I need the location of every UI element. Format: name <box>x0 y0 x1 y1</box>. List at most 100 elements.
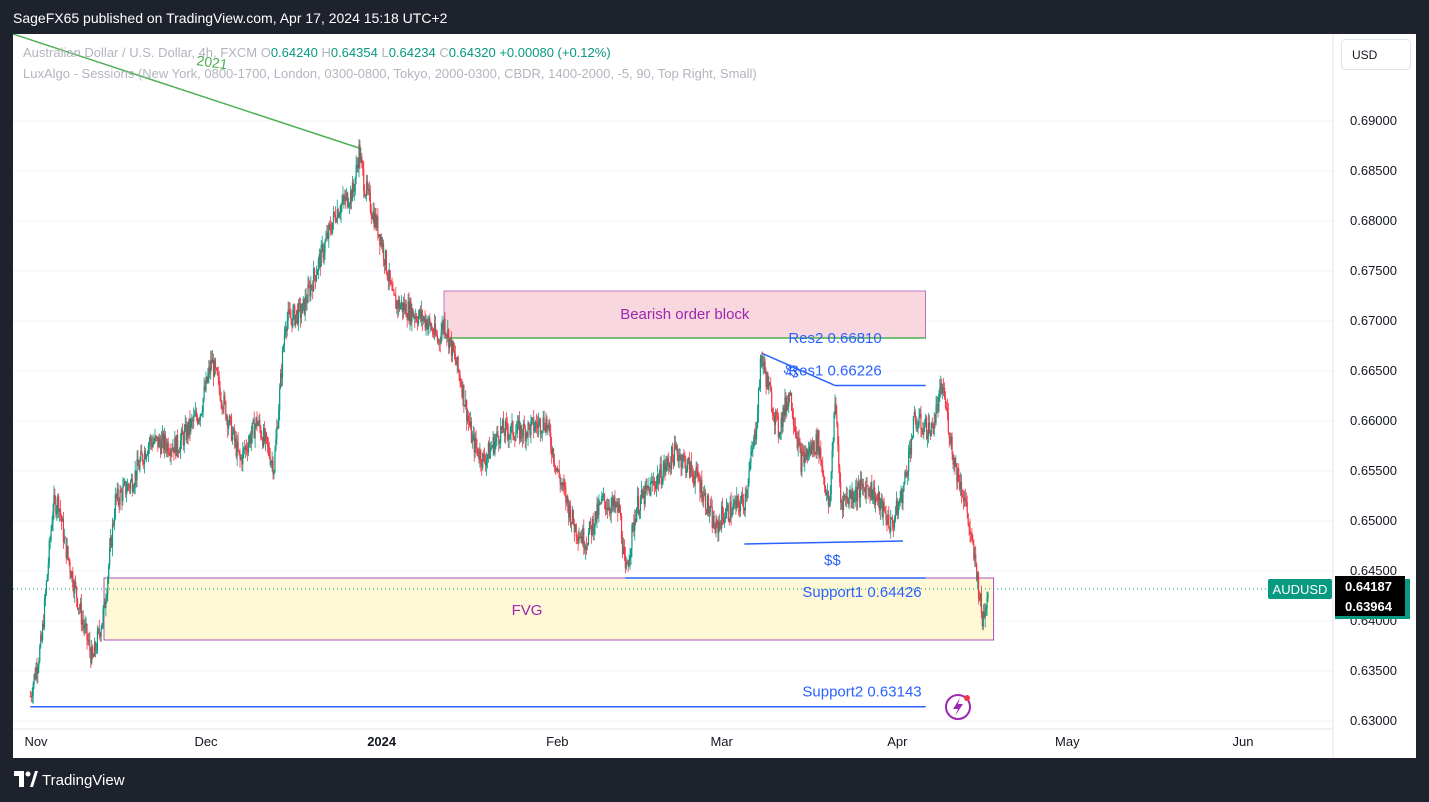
candle-body[interactable] <box>319 254 321 267</box>
candle-body[interactable] <box>950 436 952 444</box>
candle-body[interactable] <box>853 499 855 502</box>
candle-body[interactable] <box>484 461 487 466</box>
candle-body[interactable] <box>506 422 508 432</box>
candle-body[interactable] <box>395 295 397 309</box>
candle-body[interactable] <box>451 341 454 357</box>
candle-body[interactable] <box>192 419 194 422</box>
candle-body[interactable] <box>254 426 256 439</box>
candle-body[interactable] <box>711 506 713 528</box>
candle-body[interactable] <box>959 481 961 490</box>
candle-body[interactable] <box>336 209 338 222</box>
candle-body[interactable] <box>349 190 352 205</box>
candle-body[interactable] <box>535 422 538 426</box>
candle-body[interactable] <box>48 540 50 565</box>
candle-body[interactable] <box>619 504 621 513</box>
candle-body[interactable] <box>946 407 948 412</box>
candle-body[interactable] <box>206 376 208 383</box>
candle-body[interactable] <box>266 436 268 445</box>
candle-body[interactable] <box>714 527 716 533</box>
candle-body[interactable] <box>198 419 200 421</box>
candle-body[interactable] <box>652 480 654 484</box>
candle-body[interactable] <box>780 417 782 433</box>
candle-body[interactable] <box>651 480 653 482</box>
candle-body[interactable] <box>513 436 515 439</box>
candle-body[interactable] <box>960 481 962 490</box>
candle-body[interactable] <box>915 421 917 430</box>
candle-body[interactable] <box>875 497 877 506</box>
candle-body[interactable] <box>122 486 124 502</box>
candle-body[interactable] <box>177 434 179 453</box>
candle-body[interactable] <box>667 458 669 462</box>
candle-body[interactable] <box>181 430 183 436</box>
candle-body[interactable] <box>721 506 723 529</box>
candle-body[interactable] <box>460 382 462 386</box>
candle-body[interactable] <box>302 298 304 304</box>
candle-body[interactable] <box>637 495 640 515</box>
candle-body[interactable] <box>378 234 380 237</box>
candle-body[interactable] <box>535 422 537 429</box>
candle-body[interactable] <box>663 462 665 471</box>
candle-body[interactable] <box>230 417 233 441</box>
candle-body[interactable] <box>382 242 384 247</box>
candle-body[interactable] <box>968 524 970 527</box>
candle-body[interactable] <box>785 397 787 412</box>
candle-body[interactable] <box>101 623 103 629</box>
candle-body[interactable] <box>245 446 247 450</box>
candle-body[interactable] <box>77 607 80 609</box>
candle-body[interactable] <box>641 489 643 498</box>
candle-body[interactable] <box>249 436 251 444</box>
candle-body[interactable] <box>787 402 789 407</box>
candle-body[interactable] <box>292 310 294 327</box>
candle-body[interactable] <box>972 539 974 544</box>
candle-body[interactable] <box>559 477 561 485</box>
candle-body[interactable] <box>820 448 822 462</box>
candle-body[interactable] <box>81 619 83 625</box>
candle-body[interactable] <box>713 515 715 528</box>
candle-body[interactable] <box>162 433 165 450</box>
candle-body[interactable] <box>739 503 742 512</box>
candle-body[interactable] <box>657 474 659 484</box>
candle-body[interactable] <box>504 421 506 437</box>
candle-body[interactable] <box>161 438 163 454</box>
candle-body[interactable] <box>261 436 263 439</box>
candle-body[interactable] <box>871 482 873 500</box>
candle-body[interactable] <box>558 469 560 478</box>
candle-body[interactable] <box>172 447 174 451</box>
liquidity-bottom-line[interactable] <box>744 540 904 545</box>
candle-body[interactable] <box>911 436 914 440</box>
candle-body[interactable] <box>851 491 853 500</box>
candle-body[interactable] <box>855 486 857 498</box>
candle-body[interactable] <box>149 437 151 442</box>
candle-body[interactable] <box>129 481 132 489</box>
candle-body[interactable] <box>603 494 606 502</box>
candle-body[interactable] <box>297 310 299 324</box>
candle-body[interactable] <box>764 361 766 373</box>
candle-body[interactable] <box>584 548 586 550</box>
candle-body[interactable] <box>442 323 444 330</box>
candle-body[interactable] <box>327 232 329 239</box>
candle-body[interactable] <box>918 416 920 426</box>
candle-body[interactable] <box>237 441 239 451</box>
candle-body[interactable] <box>32 684 34 697</box>
candle-body[interactable] <box>311 284 313 287</box>
candle-body[interactable] <box>519 425 522 440</box>
candle-body[interactable] <box>141 451 143 455</box>
candle-body[interactable] <box>354 178 356 192</box>
candle-body[interactable] <box>966 502 968 514</box>
candle-body[interactable] <box>810 443 812 455</box>
candle-body[interactable] <box>666 458 668 466</box>
candle-body[interactable] <box>207 374 209 383</box>
candle-body[interactable] <box>524 427 526 442</box>
candle-body[interactable] <box>809 446 812 455</box>
candle-body[interactable] <box>59 508 62 516</box>
candle-body[interactable] <box>305 296 307 304</box>
candle-body[interactable] <box>537 421 540 429</box>
candle-body[interactable] <box>485 459 488 466</box>
candle-body[interactable] <box>218 376 220 389</box>
candle-body[interactable] <box>756 413 759 428</box>
candle-body[interactable] <box>185 424 187 441</box>
candle-body[interactable] <box>289 312 291 319</box>
candle-body[interactable] <box>225 401 227 420</box>
candle-body[interactable] <box>581 536 583 544</box>
candle-body[interactable] <box>941 383 943 394</box>
